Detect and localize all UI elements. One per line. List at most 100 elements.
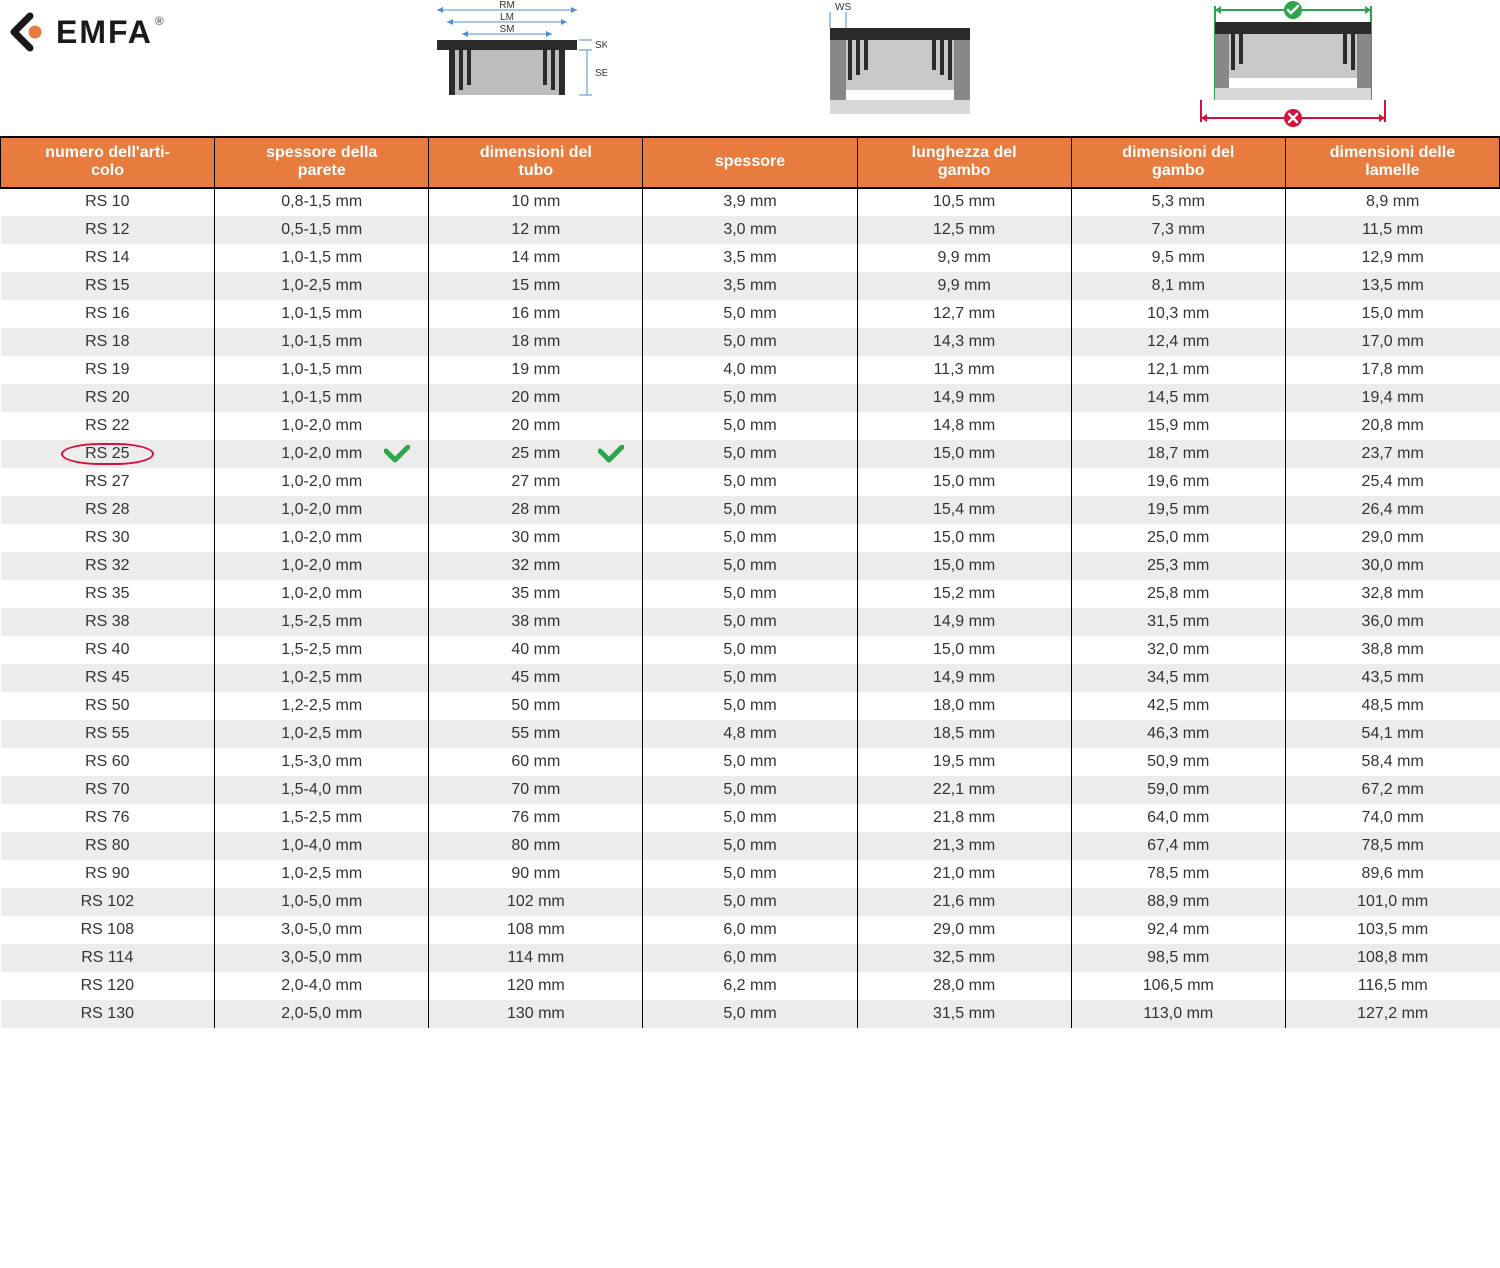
value-cell: 23,7 mm: [1285, 440, 1499, 468]
value-cell: 3,0-5,0 mm: [215, 944, 429, 972]
value-cell: 3,9 mm: [643, 188, 857, 216]
specs-table: numero dell'arti-colospessore dellaparet…: [0, 136, 1500, 1028]
value-cell: 67,2 mm: [1285, 776, 1499, 804]
label-sm: SM: [499, 24, 514, 35]
value-cell: 15,9 mm: [1071, 412, 1285, 440]
table-row: RS 251,0-2,0 mm25 mm5,0 mm15,0 mm18,7 mm…: [1, 440, 1500, 468]
value-cell: 19,5 mm: [1071, 496, 1285, 524]
value-cell: 2,0-4,0 mm: [215, 972, 429, 1000]
value-cell: 1,0-2,0 mm: [215, 412, 429, 440]
article-cell: RS 80: [1, 832, 215, 860]
table-row: RS 191,0-1,5 mm19 mm4,0 mm11,3 mm12,1 mm…: [1, 356, 1500, 384]
article-cell: RS 35: [1, 580, 215, 608]
article-cell: RS 102: [1, 888, 215, 916]
value-cell: 0,8-1,5 mm: [215, 188, 429, 216]
value-cell: 29,0 mm: [857, 916, 1071, 944]
value-cell: 5,0 mm: [643, 748, 857, 776]
value-cell: 38 mm: [429, 608, 643, 636]
value-cell: 92,4 mm: [1071, 916, 1285, 944]
value-cell: 25,4 mm: [1285, 468, 1499, 496]
table-row: RS 801,0-4,0 mm80 mm5,0 mm21,3 mm67,4 mm…: [1, 832, 1500, 860]
value-cell: 15 mm: [429, 272, 643, 300]
value-cell: 10,5 mm: [857, 188, 1071, 216]
check-mark: [384, 445, 410, 463]
article-cell: RS 16: [1, 300, 215, 328]
value-cell: 4,0 mm: [643, 356, 857, 384]
column-header: dimensioni dellelamelle: [1285, 137, 1499, 188]
value-cell: 15,2 mm: [857, 580, 1071, 608]
table-row: RS 201,0-1,5 mm20 mm5,0 mm14,9 mm14,5 mm…: [1, 384, 1500, 412]
value-cell: 12,7 mm: [857, 300, 1071, 328]
value-cell: 14,9 mm: [857, 608, 1071, 636]
article-cell: RS 90: [1, 860, 215, 888]
value-cell: 1,5-2,5 mm: [215, 608, 429, 636]
value-cell: 102 mm: [429, 888, 643, 916]
table-row: RS 1083,0-5,0 mm108 mm6,0 mm29,0 mm92,4 …: [1, 916, 1500, 944]
value-cell: 28,0 mm: [857, 972, 1071, 1000]
value-cell: 8,1 mm: [1071, 272, 1285, 300]
value-cell: 113,0 mm: [1071, 1000, 1285, 1028]
table-row: RS 451,0-2,5 mm45 mm5,0 mm14,9 mm34,5 mm…: [1, 664, 1500, 692]
article-cell: RS 55: [1, 720, 215, 748]
value-cell: 108,8 mm: [1285, 944, 1499, 972]
value-cell: 3,5 mm: [643, 272, 857, 300]
table-row: RS 1302,0-5,0 mm130 mm5,0 mm31,5 mm113,0…: [1, 1000, 1500, 1028]
highlight-ellipse-icon: [61, 443, 153, 465]
value-cell: 5,0 mm: [643, 412, 857, 440]
value-cell: 74,0 mm: [1285, 804, 1499, 832]
article-cell: RS 70: [1, 776, 215, 804]
value-cell: 20,8 mm: [1285, 412, 1499, 440]
value-cell: 21,3 mm: [857, 832, 1071, 860]
value-cell: 10 mm: [429, 188, 643, 216]
registered-icon: ®: [155, 14, 166, 28]
label-rm: RM: [499, 0, 515, 11]
article-cell: RS 27: [1, 468, 215, 496]
value-cell: 32,0 mm: [1071, 636, 1285, 664]
table-row: RS 281,0-2,0 mm28 mm5,0 mm15,4 mm19,5 mm…: [1, 496, 1500, 524]
column-header: dimensioni deltubo: [429, 137, 643, 188]
table-row: RS 151,0-2,5 mm15 mm3,5 mm9,9 mm8,1 mm13…: [1, 272, 1500, 300]
value-cell: 34,5 mm: [1071, 664, 1285, 692]
check-icon: [384, 445, 410, 463]
value-cell: 19,6 mm: [1071, 468, 1285, 496]
table-row: RS 501,2-2,5 mm50 mm5,0 mm18,0 mm42,5 mm…: [1, 692, 1500, 720]
brand-name: EMFA®: [56, 14, 166, 51]
value-cell: 1,0-2,0 mm: [215, 524, 429, 552]
value-cell: 1,0-1,5 mm: [215, 300, 429, 328]
value-cell: 14,3 mm: [857, 328, 1071, 356]
value-cell: 67,4 mm: [1071, 832, 1285, 860]
value-cell: 42,5 mm: [1071, 692, 1285, 720]
article-cell: RS 22: [1, 412, 215, 440]
value-cell: 14,9 mm: [857, 664, 1071, 692]
value-cell: 18 mm: [429, 328, 643, 356]
value-cell: 5,0 mm: [643, 552, 857, 580]
value-cell: 13,5 mm: [1285, 272, 1499, 300]
value-cell: 6,0 mm: [643, 916, 857, 944]
value-cell: 3,5 mm: [643, 244, 857, 272]
value-cell: 10,3 mm: [1071, 300, 1285, 328]
value-cell: 5,0 mm: [643, 300, 857, 328]
table-row: RS 120,5-1,5 mm12 mm3,0 mm12,5 mm7,3 mm1…: [1, 216, 1500, 244]
value-cell: 3,0 mm: [643, 216, 857, 244]
article-cell: RS 30: [1, 524, 215, 552]
article-cell: RS 28: [1, 496, 215, 524]
value-cell: 25,8 mm: [1071, 580, 1285, 608]
value-cell: 1,5-2,5 mm: [215, 636, 429, 664]
column-header: spessore: [643, 137, 857, 188]
value-cell: 48,5 mm: [1285, 692, 1499, 720]
value-cell: 78,5 mm: [1071, 860, 1285, 888]
table-row: RS 381,5-2,5 mm38 mm5,0 mm14,9 mm31,5 mm…: [1, 608, 1500, 636]
value-cell: 1,0-2,5 mm: [215, 272, 429, 300]
label-sk: SK: [595, 40, 607, 51]
table-row: RS 601,5-3,0 mm60 mm5,0 mm19,5 mm50,9 mm…: [1, 748, 1500, 776]
value-cell: 1,0-1,5 mm: [215, 328, 429, 356]
value-cell: 21,6 mm: [857, 888, 1071, 916]
value-cell: 1,0-4,0 mm: [215, 832, 429, 860]
value-cell: 55 mm: [429, 720, 643, 748]
label-ws: WS: [835, 2, 851, 13]
value-cell: 11,5 mm: [1285, 216, 1499, 244]
table-row: RS 1021,0-5,0 mm102 mm5,0 mm21,6 mm88,9 …: [1, 888, 1500, 916]
value-cell: 19,5 mm: [857, 748, 1071, 776]
value-cell: 35 mm: [429, 580, 643, 608]
table-row: RS 181,0-1,5 mm18 mm5,0 mm14,3 mm12,4 mm…: [1, 328, 1500, 356]
